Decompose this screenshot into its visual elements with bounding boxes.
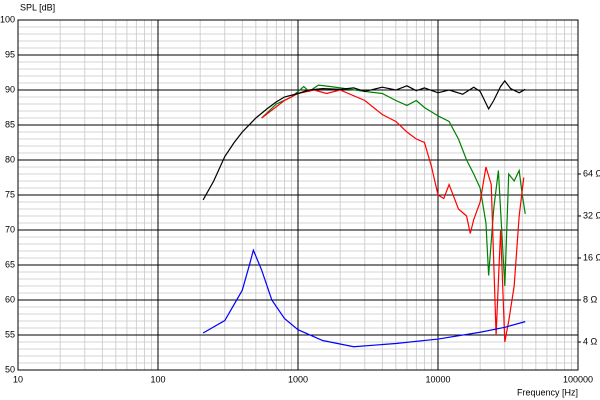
y-tick-label: 75 xyxy=(5,189,15,199)
x-tick-label: 100 xyxy=(150,374,165,384)
y-tick-label: 95 xyxy=(5,49,15,59)
plot-frame xyxy=(17,19,579,371)
y2-tick-label: 4 Ω xyxy=(583,336,598,346)
y-tick-label: 90 xyxy=(5,84,15,94)
x-axis-label: Frequency [Hz] xyxy=(517,387,578,397)
y-tick-label: 55 xyxy=(5,329,15,339)
series-line xyxy=(261,84,526,287)
y2-tick-label: 16 Ω xyxy=(583,252,600,262)
y2-tick-label: 8 Ω xyxy=(583,294,598,304)
y2-tick-label: 32 Ω xyxy=(583,210,600,220)
x-tick-label: 1000 xyxy=(288,374,308,384)
x-tick-label: 100000 xyxy=(563,374,593,384)
y-tick-label: 100 xyxy=(0,14,15,24)
x-tick-label: 10 xyxy=(13,374,23,384)
series-line xyxy=(202,79,526,201)
y-tick-label: 50 xyxy=(5,364,15,374)
y-tick-label: 85 xyxy=(5,119,15,129)
y-tick-label: 80 xyxy=(5,154,15,164)
x-tick-label: 10000 xyxy=(425,374,450,384)
y2-tick-label: 64 Ω xyxy=(583,168,600,178)
y-tick-label: 60 xyxy=(5,294,15,304)
y-axis-label: SPL [dB] xyxy=(20,2,55,12)
y-tick-label: 70 xyxy=(5,224,15,234)
y-tick-label: 65 xyxy=(5,259,15,269)
series-line xyxy=(261,89,525,343)
series-line xyxy=(202,248,526,348)
